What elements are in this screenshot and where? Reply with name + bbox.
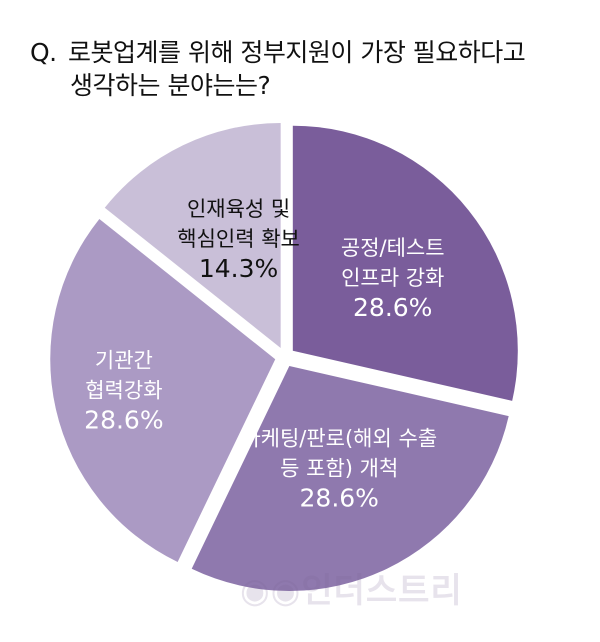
question-line-2: 생각하는 분야는는? [70, 71, 271, 100]
question-line-1: 로봇업계를 위해 정부지원이 가장 필요하다고 [68, 38, 526, 67]
slice-category-label: 인재육성 및 [187, 197, 290, 221]
pie-slice [50, 218, 276, 562]
slice-value-label: 14.3% [199, 254, 278, 283]
slice-category-label: 협력강화 [85, 378, 162, 402]
slice-value-label: 28.6% [300, 484, 379, 513]
pie-slice [292, 125, 518, 401]
chart-title: Q. 로봇업계를 위해 정부지원이 가장 필요하다고 생각하는 분야는는? [30, 36, 590, 102]
slice-category-label: 핵심인력 확보 [177, 227, 300, 251]
slice-value-label: 28.6% [353, 293, 432, 322]
slice-value-label: 28.6% [84, 405, 163, 434]
slice-category-label: 공정/테스트 [341, 236, 445, 260]
pie-slice [104, 122, 281, 348]
slice-category-label: 기관간 [95, 348, 153, 372]
watermark-logo: ◉◉인더스트리 [240, 571, 463, 611]
question-prefix: Q. [30, 38, 57, 67]
pie-slice [191, 366, 509, 592]
slice-category-label: 마케팅/판로(해외 수출 [241, 427, 437, 451]
slice-category-label: 등 포함) 개척 [280, 457, 398, 481]
slice-category-label: 인프라 강화 [341, 266, 444, 290]
